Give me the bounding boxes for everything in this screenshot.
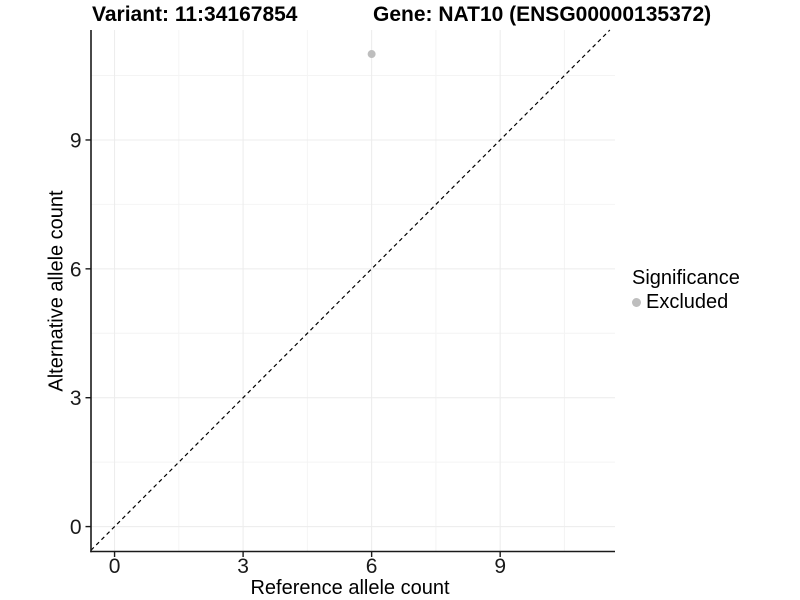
legend-title: Significance bbox=[632, 267, 740, 289]
x-tick-label: 0 bbox=[109, 555, 121, 578]
data-point bbox=[367, 50, 376, 59]
y-tick-label: 9 bbox=[70, 129, 82, 152]
x-tick-label: 3 bbox=[237, 555, 249, 578]
identity-reference-line bbox=[90, 29, 611, 551]
plot-title-gene: Gene: NAT10 (ENSG00000135372) bbox=[373, 3, 712, 26]
y-axis-title: Alternative allele count bbox=[45, 190, 68, 392]
y-tick-label: 0 bbox=[70, 516, 82, 539]
y-tick-label: 3 bbox=[70, 387, 82, 410]
legend: Significance Excluded bbox=[632, 266, 740, 314]
legend-item-label: Excluded bbox=[646, 291, 729, 313]
y-tick-label: 6 bbox=[70, 258, 82, 281]
plot-title-variant: Variant: 11:34167854 bbox=[92, 3, 298, 26]
legend-item-excluded: Excluded bbox=[632, 290, 740, 314]
x-axis-title: Reference allele count bbox=[250, 577, 450, 599]
x-tick-label: 9 bbox=[494, 555, 506, 578]
legend-key-dot bbox=[632, 297, 641, 307]
x-tick-label: 6 bbox=[366, 555, 378, 578]
